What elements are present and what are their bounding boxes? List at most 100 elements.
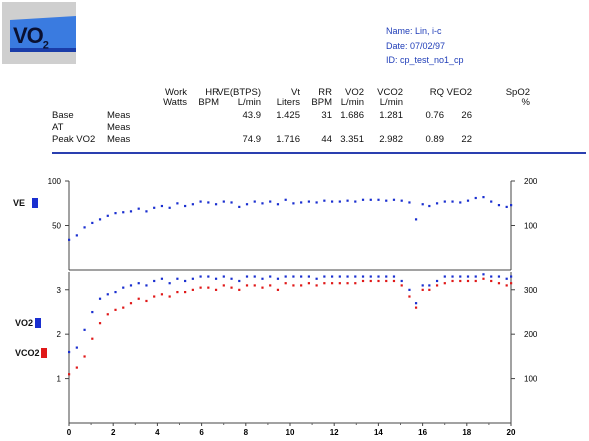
vo2-point (307, 275, 310, 278)
vo2-point (451, 275, 454, 278)
vo2-point (354, 275, 357, 278)
vo2-point (91, 310, 94, 314)
legend-ve: VE (13, 198, 38, 208)
vco2-point (459, 279, 462, 283)
table-divider (52, 152, 586, 154)
table-cell: 0.89 (425, 134, 445, 145)
legend-vo2-label: VO2 (15, 318, 34, 328)
ve-point (315, 201, 318, 204)
ve-point (435, 202, 439, 205)
vco2-point (435, 284, 439, 287)
col-header-line2: BPM (198, 97, 219, 108)
vo2-point (300, 275, 303, 278)
x-tick-label: 0 (67, 428, 72, 437)
vco2-point (474, 279, 477, 283)
ve-point (392, 198, 396, 201)
col-header-line1: VEO2 (446, 87, 472, 98)
vco2-point (191, 288, 194, 291)
logo-wedge-graphic (2, 2, 76, 64)
vo2-point (414, 302, 418, 305)
table-cell: 26 (461, 110, 472, 121)
ve-point (414, 218, 418, 221)
col-header-9: SpO2% (470, 88, 530, 108)
bottom-right-tick-label: 100 (524, 375, 538, 384)
col-header-3: Vt Liters (240, 88, 300, 108)
legend-ve-swatch (32, 198, 38, 208)
row-label: AT (52, 122, 64, 133)
ve-point (168, 206, 171, 209)
vco2-point (369, 279, 372, 283)
vco2-point (176, 290, 179, 294)
patient-info: Name: Lin, i-c Date: 07/02/97 ID: cp_tes… (386, 24, 464, 68)
x-tick-label: 2 (111, 428, 116, 437)
ve-point (490, 200, 493, 203)
vco2-point (284, 282, 287, 285)
vo2-logo: VO2 (2, 2, 76, 64)
vo2-point (330, 275, 334, 278)
col-header-line2: Watts (163, 97, 187, 108)
vo2-point (222, 275, 225, 278)
col-header-line1: Work (165, 87, 187, 98)
ve-point (400, 199, 403, 202)
ve-point (91, 221, 94, 225)
ve-point (284, 198, 287, 201)
vo2-point (199, 275, 202, 278)
ve-point (106, 214, 109, 217)
ve-point (505, 205, 508, 209)
vo2-point (253, 275, 256, 278)
ve-point (68, 238, 71, 241)
vco2-point (269, 284, 272, 287)
bottom-left-tick-label: 2 (57, 330, 62, 339)
table-cell: 0.76 (425, 110, 445, 121)
ve-point (474, 196, 477, 200)
vo2-point (168, 282, 171, 285)
row-type: Meas (107, 122, 131, 133)
vco2-point (137, 297, 140, 300)
col-header-line2: L/min (379, 97, 403, 108)
vo2-point (323, 275, 326, 278)
vo2-point (83, 328, 86, 331)
x-tick-label: 20 (507, 428, 516, 437)
ve-point (137, 207, 140, 210)
top-left-tick-label: 100 (48, 177, 62, 186)
ve-point (153, 206, 156, 209)
vco2-point (330, 282, 334, 285)
ve-point (114, 212, 117, 215)
ve-point (408, 201, 411, 204)
ve-point (428, 204, 431, 208)
vo2-point (184, 279, 187, 283)
vco2-point (482, 277, 485, 280)
col-header-7: RQ (384, 88, 444, 98)
vco2-point (98, 322, 102, 325)
logo-text: VO2 (13, 23, 49, 52)
vo2-point (230, 277, 233, 280)
ve-point (276, 203, 280, 206)
col-header-line1: SpO2 (505, 87, 530, 98)
ve-point (269, 200, 272, 203)
vo2-point (214, 277, 218, 280)
vco2-point (510, 282, 513, 285)
vco2-point (238, 288, 241, 291)
ve-point (338, 200, 341, 203)
vo2-point (68, 350, 71, 354)
vo2-point (510, 275, 513, 278)
vco2-point (361, 279, 365, 283)
vo2-point (490, 275, 493, 278)
legend-vco2-swatch (41, 348, 47, 358)
vo2-point (191, 277, 194, 280)
vco2-point (490, 279, 493, 283)
vo2-point (269, 275, 272, 278)
vo2-point (482, 273, 485, 276)
vco2-point (68, 373, 71, 376)
table-cell: 1.716 (276, 134, 300, 145)
bottom-left-tick-label: 1 (57, 375, 62, 384)
top-right-tick-label: 100 (524, 222, 538, 231)
patient-name: Name: Lin, i-c (386, 26, 442, 36)
bottom-right-tick-label: 300 (524, 286, 538, 295)
table-cell: 1.686 (340, 110, 364, 121)
vco2-point (414, 306, 418, 309)
vo2-point (400, 279, 403, 283)
ve-point (330, 200, 334, 203)
ve-point (222, 200, 225, 203)
ve-point (207, 201, 210, 204)
